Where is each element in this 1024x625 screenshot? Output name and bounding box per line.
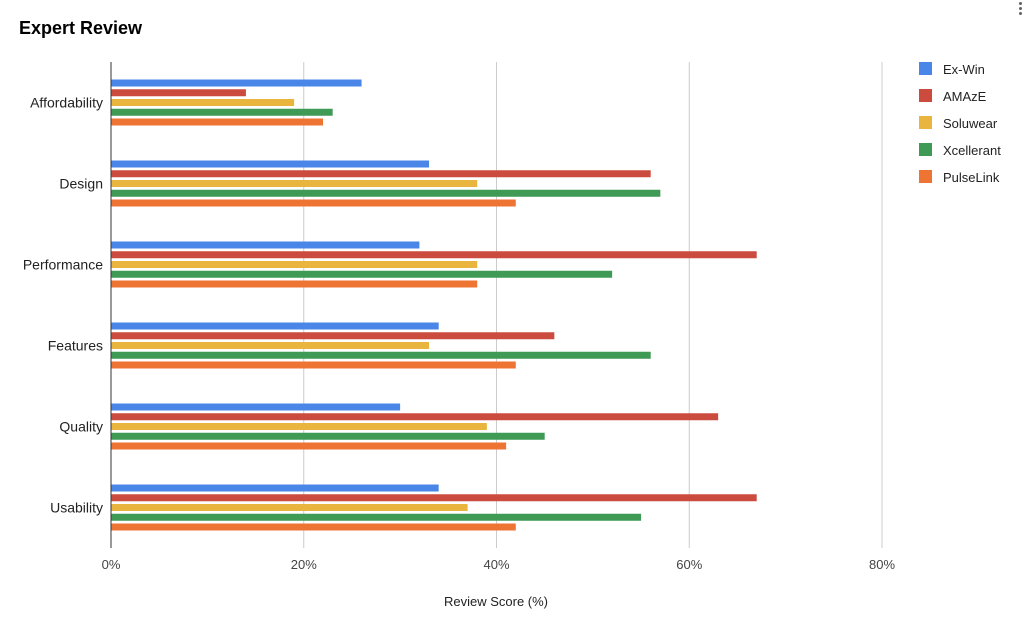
bar-xcellerant-design[interactable] xyxy=(111,189,661,197)
x-tick-label: 0% xyxy=(102,557,121,572)
bar-pulselink-features[interactable] xyxy=(111,361,516,369)
bar-amaze-quality[interactable] xyxy=(111,413,719,421)
x-tick-label: 40% xyxy=(483,557,509,572)
bar-soluwear-usability[interactable] xyxy=(111,504,468,511)
bar-amaze-affordability[interactable] xyxy=(111,89,246,97)
x-tick-label: 60% xyxy=(676,557,702,572)
bar-ex-win-performance[interactable] xyxy=(111,241,420,249)
y-category-label: Features xyxy=(48,338,103,354)
grid-lines xyxy=(303,62,883,548)
bar-soluwear-quality[interactable] xyxy=(111,423,487,430)
bar-pulselink-quality[interactable] xyxy=(111,442,507,450)
bar-ex-win-quality[interactable] xyxy=(111,403,401,411)
y-category-label: Affordability xyxy=(30,95,103,111)
legend-label-soluwear: Soluwear xyxy=(943,116,998,131)
bar-soluwear-design[interactable] xyxy=(111,180,478,187)
bar-xcellerant-features[interactable] xyxy=(111,351,651,359)
bar-pulselink-affordability[interactable] xyxy=(111,118,324,126)
bar-xcellerant-affordability[interactable] xyxy=(111,108,333,116)
axes: 0% 20% 40% 60% 80% Affordability Design Perform… xyxy=(23,62,895,609)
bar-soluwear-performance[interactable] xyxy=(111,261,478,268)
legend-swatch-pulselink xyxy=(919,170,932,183)
more-options-icon[interactable] xyxy=(1017,0,1023,20)
bar-amaze-features[interactable] xyxy=(111,332,555,340)
bar-pulselink-performance[interactable] xyxy=(111,280,478,288)
legend-swatch-soluwear xyxy=(919,116,932,129)
bar-soluwear-affordability[interactable] xyxy=(111,99,295,106)
bar-pulselink-usability[interactable] xyxy=(111,523,516,531)
bar-xcellerant-quality[interactable] xyxy=(111,432,545,440)
y-category-label: Usability xyxy=(50,500,103,516)
bar-ex-win-usability[interactable] xyxy=(111,484,439,492)
bar-pulselink-design[interactable] xyxy=(111,199,516,207)
y-category-label: Quality xyxy=(59,419,103,435)
y-category-label: Performance xyxy=(23,257,103,273)
legend-swatch-amaze xyxy=(919,89,932,102)
bar-ex-win-design[interactable] xyxy=(111,160,430,168)
chart-title: Expert Review xyxy=(19,18,143,38)
bar-ex-win-features[interactable] xyxy=(111,322,439,330)
x-tick-label: 80% xyxy=(869,557,895,572)
bar-ex-win-affordability[interactable] xyxy=(111,79,362,87)
bar-soluwear-features[interactable] xyxy=(111,342,430,349)
bar-xcellerant-usability[interactable] xyxy=(111,513,642,521)
bar-xcellerant-performance[interactable] xyxy=(111,270,613,278)
y-category-label: Design xyxy=(59,176,103,192)
legend-swatch-xcellerant xyxy=(919,143,932,156)
x-axis-title: Review Score (%) xyxy=(444,594,548,609)
bar-amaze-performance[interactable] xyxy=(111,251,757,259)
legend-label-pulselink: PulseLink xyxy=(943,170,1000,185)
bar-amaze-design[interactable] xyxy=(111,170,651,178)
legend: Ex-Win AMAzE Soluwear Xcellerant PulseLink xyxy=(919,62,1001,185)
bars xyxy=(111,79,757,531)
legend-label-xcellerant: Xcellerant xyxy=(943,143,1001,158)
legend-label-ex-win: Ex-Win xyxy=(943,62,985,77)
legend-label-amaze: AMAzE xyxy=(943,89,987,104)
bar-amaze-usability[interactable] xyxy=(111,494,757,502)
x-tick-label: 20% xyxy=(291,557,317,572)
legend-swatch-ex-win xyxy=(919,62,932,75)
